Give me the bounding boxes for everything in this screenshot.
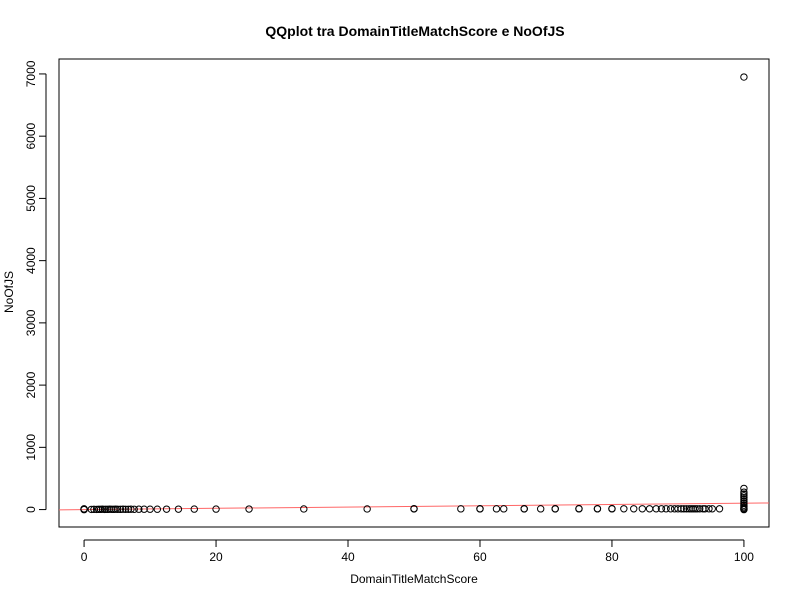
data-point [740, 484, 748, 493]
data-point [666, 505, 675, 513]
data-point [190, 505, 198, 513]
data-point [740, 499, 748, 508]
data-point [657, 505, 666, 513]
data-point [652, 505, 660, 513]
data-point [536, 505, 545, 513]
data-point [630, 505, 638, 513]
data-point [80, 505, 88, 513]
data-point [620, 505, 628, 513]
chart-title: QQplot tra DomainTitleMatchScore e NoOfJ… [265, 23, 564, 39]
data-point [740, 497, 748, 506]
data-point [174, 505, 183, 513]
y-tick-label: 1000 [24, 434, 38, 461]
data-point [153, 505, 162, 513]
data-point [500, 505, 508, 513]
data-point [708, 505, 716, 513]
x-tick-label: 20 [209, 550, 223, 564]
data-point [121, 505, 130, 513]
plot-frame [58, 58, 770, 528]
data-point [112, 505, 120, 513]
data-point [638, 505, 647, 513]
x-tick-label: 80 [605, 550, 619, 564]
x-axis: 0 20 40 60 80 100 [81, 539, 754, 564]
data-point [705, 505, 713, 513]
data-point [740, 488, 748, 496]
data-point [127, 505, 135, 513]
y-axis: 0 1000 2000 3000 4000 5000 6000 7000 [24, 60, 47, 513]
y-tick-label: 4000 [24, 247, 38, 274]
x-tick-label: 100 [734, 550, 754, 564]
data-point [520, 505, 528, 513]
data-point [715, 505, 724, 513]
data-point [114, 505, 122, 513]
data-point [146, 505, 154, 513]
data-point [135, 505, 143, 513]
data-point [162, 505, 171, 513]
data-point [740, 492, 748, 500]
data-point [696, 505, 704, 513]
data-point [457, 505, 465, 513]
data-point [116, 505, 125, 514]
data-point [575, 504, 583, 513]
x-tick-label: 60 [473, 550, 487, 564]
x-axis-label: DomainTitleMatchScore [350, 572, 478, 586]
data-point [680, 505, 688, 513]
data-point [492, 505, 501, 513]
x-tick-label: 0 [81, 550, 88, 564]
data-point [245, 505, 253, 513]
data-point [410, 504, 418, 513]
data-point [87, 505, 96, 514]
x-tick-label: 40 [341, 550, 355, 564]
data-point [212, 505, 220, 513]
y-tick-label: 5000 [24, 185, 38, 212]
y-tick-label: 2000 [24, 371, 38, 398]
data-point [662, 505, 670, 513]
data-point [300, 505, 308, 513]
y-tick-label: 0 [24, 506, 38, 513]
reference-line [58, 502, 770, 511]
data-point [740, 501, 748, 509]
data-point [119, 505, 127, 513]
data-point [740, 495, 748, 504]
data-point [476, 505, 484, 513]
y-tick-label: 3000 [24, 309, 38, 336]
y-axis-label: NoOfJS [2, 271, 16, 313]
data-point [701, 505, 709, 513]
data-point [740, 494, 748, 502]
data-points [80, 73, 748, 514]
data-point [740, 490, 748, 498]
data-point [551, 505, 559, 513]
data-point [363, 505, 371, 513]
y-tick-label: 7000 [24, 60, 38, 87]
y-tick-label: 6000 [24, 123, 38, 150]
data-point [691, 505, 699, 513]
data-point [593, 504, 602, 513]
data-point [740, 73, 748, 81]
data-point [130, 505, 138, 513]
data-point [608, 504, 616, 513]
data-point [677, 505, 685, 513]
